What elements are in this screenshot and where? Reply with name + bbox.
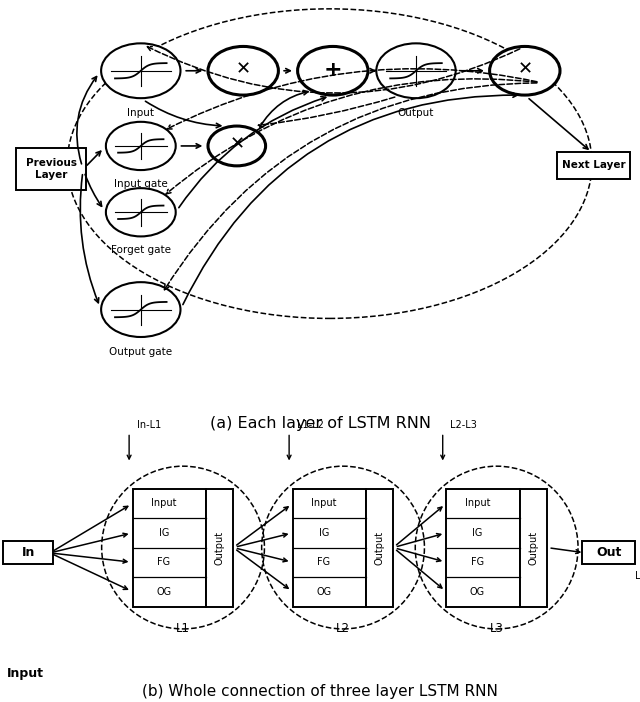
- FancyBboxPatch shape: [16, 148, 86, 190]
- Text: FG: FG: [471, 557, 484, 567]
- FancyArrowPatch shape: [77, 77, 97, 164]
- Text: Out: Out: [596, 546, 621, 559]
- Circle shape: [208, 126, 266, 166]
- Text: Output: Output: [529, 531, 538, 564]
- Text: L3-Out: L3-Out: [635, 571, 640, 581]
- Text: L3: L3: [490, 622, 504, 635]
- FancyArrowPatch shape: [186, 69, 200, 73]
- FancyArrowPatch shape: [80, 175, 99, 303]
- Text: Output: Output: [398, 108, 434, 118]
- Text: OG: OG: [470, 587, 485, 597]
- FancyArrowPatch shape: [181, 144, 200, 148]
- Text: Output: Output: [215, 531, 225, 564]
- Circle shape: [106, 122, 176, 170]
- FancyArrowPatch shape: [237, 548, 287, 562]
- Text: IG: IG: [159, 528, 169, 538]
- FancyArrowPatch shape: [397, 550, 442, 588]
- Text: In: In: [22, 546, 35, 559]
- Bar: [366, 489, 393, 607]
- Bar: [520, 489, 547, 607]
- FancyArrowPatch shape: [164, 83, 537, 290]
- FancyBboxPatch shape: [582, 541, 635, 564]
- Bar: [133, 489, 206, 607]
- Text: Input: Input: [6, 668, 44, 680]
- FancyArrowPatch shape: [237, 550, 288, 588]
- Text: OG: OG: [156, 587, 172, 597]
- Text: Next Layer: Next Layer: [562, 160, 625, 171]
- Circle shape: [106, 188, 176, 237]
- Text: Forget gate: Forget gate: [111, 245, 171, 256]
- FancyArrowPatch shape: [237, 507, 288, 545]
- Text: FG: FG: [157, 557, 170, 567]
- Text: FG: FG: [317, 557, 330, 567]
- Text: Input: Input: [465, 498, 490, 508]
- Text: Input: Input: [127, 108, 154, 118]
- Text: Input gate: Input gate: [114, 179, 168, 189]
- Text: L1: L1: [176, 622, 190, 635]
- FancyArrowPatch shape: [370, 69, 374, 73]
- FancyArrowPatch shape: [54, 553, 127, 563]
- FancyBboxPatch shape: [557, 152, 630, 179]
- Text: Output: Output: [375, 531, 385, 564]
- Circle shape: [208, 46, 278, 95]
- Text: Input: Input: [151, 498, 177, 508]
- Bar: [206, 489, 234, 607]
- Text: +: +: [323, 60, 342, 80]
- FancyArrowPatch shape: [145, 101, 221, 128]
- FancyArrowPatch shape: [54, 506, 128, 551]
- FancyBboxPatch shape: [3, 541, 53, 564]
- FancyArrowPatch shape: [284, 69, 290, 73]
- FancyArrowPatch shape: [54, 555, 127, 590]
- Text: ✕: ✕: [229, 135, 244, 154]
- Circle shape: [490, 46, 560, 95]
- Text: L2-L3: L2-L3: [451, 420, 477, 430]
- FancyArrowPatch shape: [54, 534, 127, 552]
- Circle shape: [101, 44, 180, 98]
- Text: Previous
Layer: Previous Layer: [26, 159, 77, 180]
- FancyArrowPatch shape: [237, 534, 287, 547]
- Text: L2: L2: [336, 622, 350, 635]
- FancyArrowPatch shape: [259, 97, 395, 127]
- FancyArrowPatch shape: [397, 507, 442, 545]
- Circle shape: [376, 44, 456, 98]
- FancyArrowPatch shape: [166, 79, 537, 194]
- FancyArrowPatch shape: [397, 534, 441, 546]
- FancyArrowPatch shape: [461, 69, 482, 73]
- FancyArrowPatch shape: [551, 548, 580, 553]
- Circle shape: [298, 46, 368, 95]
- FancyArrowPatch shape: [183, 93, 517, 305]
- FancyArrowPatch shape: [87, 151, 100, 165]
- Text: ✕: ✕: [236, 60, 251, 79]
- FancyArrowPatch shape: [179, 97, 326, 208]
- Text: (a) Each layer of LSTM RNN: (a) Each layer of LSTM RNN: [209, 416, 431, 431]
- Text: L1-L2: L1-L2: [297, 420, 324, 430]
- Bar: [447, 489, 520, 607]
- Bar: [293, 489, 366, 607]
- Text: (b) Whole connection of three layer LSTM RNN: (b) Whole connection of three layer LSTM…: [142, 684, 498, 699]
- FancyArrowPatch shape: [147, 46, 520, 93]
- Text: IG: IG: [319, 528, 329, 538]
- Text: Output gate: Output gate: [109, 347, 172, 357]
- FancyArrowPatch shape: [397, 549, 441, 562]
- FancyArrowPatch shape: [260, 91, 308, 127]
- Text: OG: OG: [316, 587, 332, 597]
- FancyArrowPatch shape: [529, 99, 588, 149]
- Text: IG: IG: [472, 528, 483, 538]
- Text: In-L1: In-L1: [137, 420, 161, 430]
- FancyArrowPatch shape: [167, 69, 537, 129]
- Text: Input: Input: [311, 498, 337, 508]
- FancyArrowPatch shape: [85, 174, 102, 206]
- Circle shape: [101, 282, 180, 337]
- Text: ✕: ✕: [517, 60, 532, 79]
